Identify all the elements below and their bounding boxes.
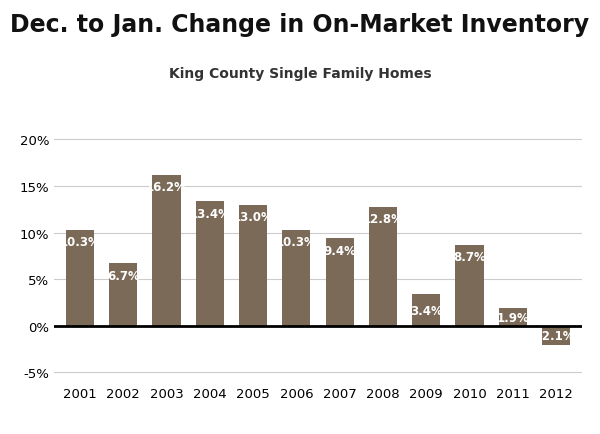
- Text: 16.2%: 16.2%: [146, 181, 187, 194]
- Text: -2.1%: -2.1%: [537, 329, 575, 342]
- Text: 1.9%: 1.9%: [496, 311, 529, 324]
- Bar: [499, 309, 527, 326]
- Bar: [282, 230, 310, 326]
- Text: 3.4%: 3.4%: [410, 304, 443, 317]
- Bar: [455, 245, 484, 326]
- Bar: [369, 207, 397, 326]
- Text: 10.3%: 10.3%: [59, 236, 100, 249]
- Bar: [152, 175, 181, 326]
- Bar: [412, 295, 440, 326]
- Bar: [239, 205, 267, 326]
- Text: 13.0%: 13.0%: [233, 211, 274, 224]
- Text: 8.7%: 8.7%: [453, 251, 486, 264]
- Bar: [66, 230, 94, 326]
- Text: King County Single Family Homes: King County Single Family Homes: [169, 67, 431, 81]
- Bar: [326, 239, 354, 326]
- Bar: [542, 326, 570, 345]
- Text: 12.8%: 12.8%: [362, 213, 403, 226]
- Text: 9.4%: 9.4%: [323, 244, 356, 257]
- Text: 6.7%: 6.7%: [107, 270, 140, 283]
- Text: 10.3%: 10.3%: [276, 236, 317, 249]
- Text: 13.4%: 13.4%: [190, 207, 230, 220]
- Bar: [196, 201, 224, 326]
- Text: Dec. to Jan. Change in On-Market Inventory: Dec. to Jan. Change in On-Market Invento…: [10, 13, 590, 37]
- Bar: [109, 264, 137, 326]
